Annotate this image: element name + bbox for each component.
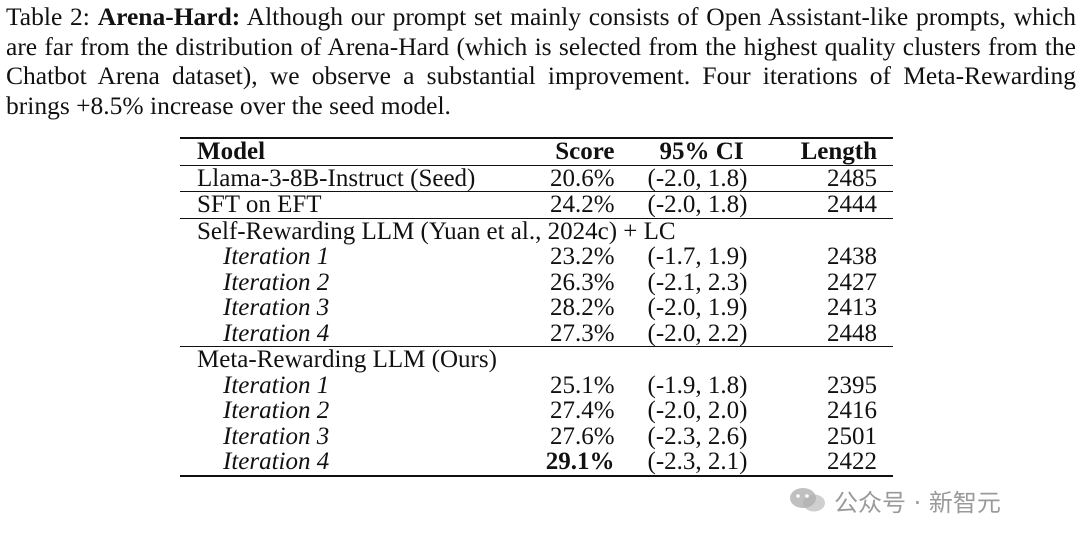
length-cell: 2416 [827,397,877,424]
length-cell: 2438 [827,243,877,270]
group-header-row: Meta-Rewarding LLM (Ours) [180,347,893,373]
ci-cell: (-2.0, 1.8) [614,165,781,192]
length-cell: 2413 [827,294,877,321]
header-score: Score [531,137,615,166]
length-cell: 2395 [827,371,877,399]
score-cell: 27.3% [531,320,615,347]
model-cell: Iteration 4 [180,449,532,477]
ci-cell: (-1.7, 1.9) [647,243,748,270]
wechat-icon [790,488,825,512]
table-row: Iteration 1 25.1% (-1.9, 1.8) 2395 [180,371,893,399]
score-cell: 28.2% [549,294,615,321]
header-ci: 95% CI [614,137,781,166]
model-cell: Iteration 2 [223,268,330,296]
watermark-text: 公众号 · 新智元 [834,488,1001,517]
length-cell: 2444 [780,191,893,219]
table-header-row: Model Score 95% CI Length [180,137,893,166]
length-cell: 2427 [827,268,877,296]
ci-cell: (-2.1, 2.3) [647,268,748,296]
model-cell: Iteration 2 [223,397,330,424]
model-cell: Iteration 1 [223,371,330,399]
best-score-cell: 29.1% [531,449,615,477]
caption-label: Table 2: [6,2,90,31]
score-cell: 26.3% [549,268,615,296]
table-row: Iteration 2 27.4% (-2.0, 2.0) 2416 [180,398,893,424]
model-cell: Iteration 1 [223,243,330,270]
ci-cell: (-2.0, 1.9) [647,294,748,321]
model-cell: Iteration 3 [223,294,330,321]
length-cell: 2485 [780,165,893,192]
score-cell: 23.2% [549,243,615,270]
score-cell: 27.6% [549,422,615,450]
length-cell: 2422 [780,449,893,477]
ci-cell: (-2.0, 2.2) [614,320,781,347]
ci-cell: (-2.3, 2.1) [614,449,781,477]
score-cell: 20.6% [531,165,615,192]
table-row: Iteration 2 26.3% (-2.1, 2.3) 2427 [180,268,893,296]
caption-text: Although our prompt set mainly consists … [6,2,1077,120]
model-cell: Iteration 4 [180,320,532,347]
caption-title: Arena-Hard: [97,2,241,31]
ci-cell: (-2.3, 2.6) [647,422,748,450]
header-length: Length [780,137,893,166]
score-cell: 27.4% [549,397,615,424]
watermark: 公众号 · 新智元 [788,482,1058,518]
ci-cell: (-2.0, 2.0) [647,397,748,424]
table-row: Iteration 3 27.6% (-2.3, 2.6) 2501 [180,422,893,450]
table-caption: Table 2: Arena-Hard: Although our prompt… [6,2,1076,120]
table-row: Iteration 4 29.1% (-2.3, 2.1) 2422 [180,449,893,477]
group-header-row: Self-Rewarding LLM (Yuan et al., 2024c) … [180,218,893,244]
ci-cell: (-1.9, 1.8) [647,371,748,399]
group-title: Meta-Rewarding LLM (Ours) [197,346,497,373]
header-model: Model [180,137,532,166]
results-table: Model Score 95% CI Length Llama-3-8B-Ins… [180,137,893,477]
score-cell: 24.2% [531,191,615,219]
table-row: Iteration 1 23.2% (-1.7, 1.9) 2438 [180,244,893,270]
ci-cell: (-2.0, 1.8) [614,191,781,219]
table-row: Iteration 4 27.3% (-2.0, 2.2) 2448 [180,320,893,347]
group-title: Self-Rewarding LLM (Yuan et al., 2024c) … [197,217,676,245]
model-cell: Iteration 3 [223,422,330,450]
score-cell: 25.1% [549,371,615,399]
table-row: Llama-3-8B-Instruct (Seed) 20.6% (-2.0, … [180,165,893,192]
table-row: Iteration 3 28.2% (-2.0, 1.9) 2413 [180,295,893,321]
length-cell: 2501 [827,422,877,450]
length-cell: 2448 [780,320,893,347]
table-row: SFT on EFT 24.2% (-2.0, 1.8) 2444 [180,191,893,219]
model-cell: SFT on EFT [180,191,532,219]
model-cell: Llama-3-8B-Instruct (Seed) [180,165,532,192]
